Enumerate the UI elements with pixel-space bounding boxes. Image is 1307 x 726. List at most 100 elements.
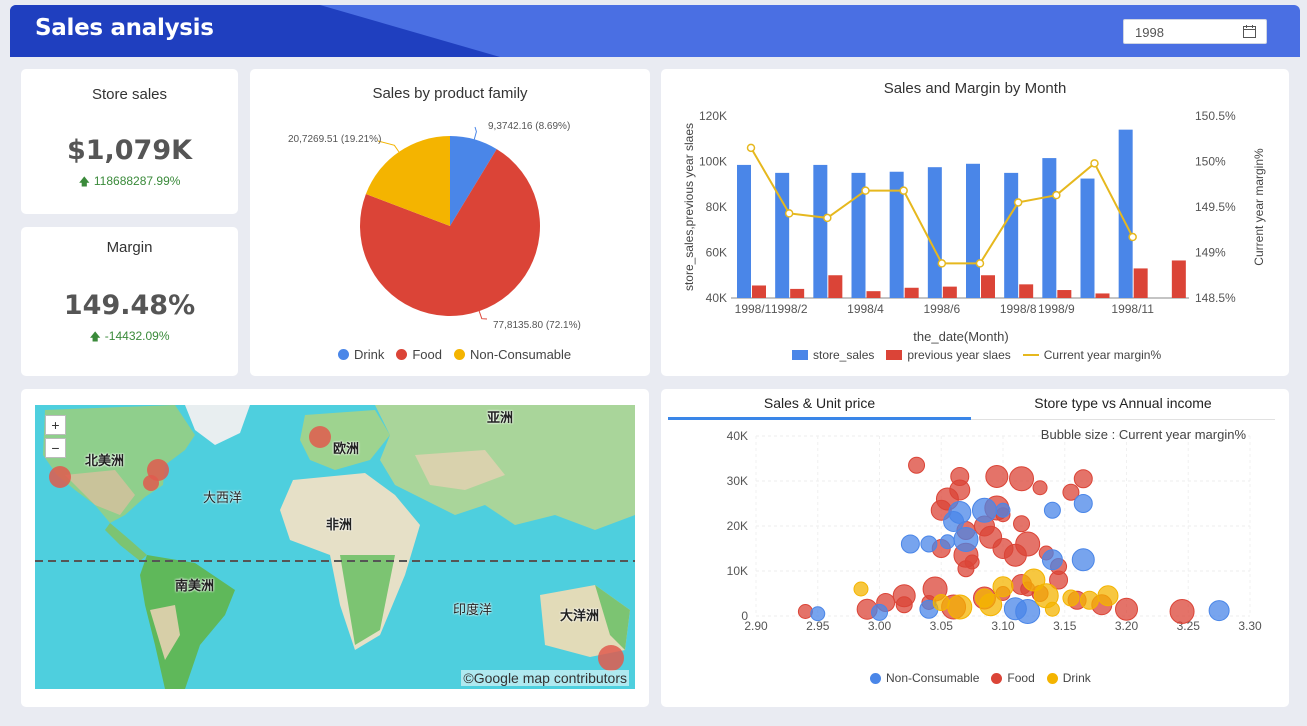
bubble-food [1015, 531, 1041, 557]
bar-previous-year [904, 287, 919, 298]
bubble-non-consumable [995, 502, 1011, 518]
legend-item-non-consumable[interactable]: Non-Consumable [870, 671, 979, 685]
x-tick-label: 1998/2 [771, 302, 808, 316]
map-credit: ©Google map contributors [461, 670, 629, 686]
bubble-non-consumable [971, 497, 997, 523]
map-marker [49, 466, 71, 488]
combo-legend: store_sales previous year slaes Current … [792, 348, 1173, 362]
scatter-tabs: Sales & Unit price Store type vs Annual … [668, 390, 1275, 420]
bubble-non-consumable [920, 535, 938, 553]
page-title: Sales analysis [35, 15, 214, 41]
bar-previous-year [942, 286, 957, 298]
bar-previous-year [1019, 284, 1034, 298]
y-tick: 40K [727, 429, 748, 443]
bubble-drink [1044, 601, 1060, 617]
year-picker[interactable]: 1998 [1123, 19, 1267, 44]
map-land [35, 405, 635, 689]
bar-store-sales [813, 164, 828, 298]
zoom-in-button[interactable]: + [45, 415, 66, 435]
map-label-africa: 非洲 [326, 518, 353, 533]
y-tick: 20K [727, 519, 748, 533]
pie-label-line [473, 126, 477, 140]
bubble-drink [1079, 590, 1099, 610]
legend-item-store-sales[interactable]: store_sales [792, 348, 874, 362]
x-tick-label: 1998/8 [1000, 302, 1037, 316]
bubble-non-consumable [810, 606, 826, 622]
legend-item-non-consumable[interactable]: Non-Consumable [453, 347, 571, 362]
tab-store-type-income[interactable]: Store type vs Annual income [1034, 395, 1212, 411]
pie-chart-card: Sales by product family 9,3742.16 (8.69%… [250, 69, 650, 376]
up-arrow-icon: 🡅 [78, 176, 90, 188]
legend-item-food[interactable]: Food [396, 347, 442, 362]
bubble-food [1032, 480, 1048, 496]
bar-previous-year [752, 285, 766, 298]
bar-previous-year [790, 288, 805, 298]
bubble-non-consumable [1073, 494, 1093, 513]
pie-chart-title: Sales by product family [372, 85, 528, 102]
pie-slice-non-consumable [365, 136, 450, 226]
bubble-drink [1097, 585, 1119, 607]
calendar-icon[interactable] [1243, 25, 1256, 38]
margin-point [1090, 159, 1099, 168]
map-label-asia: 亚洲 [487, 411, 514, 426]
world-map[interactable]: + − 亚洲 欧洲 北美洲 大西洋 非洲 南美洲 印度洋 大洋洲 ©Google… [35, 405, 635, 689]
up-arrow-icon: 🡅 [89, 331, 101, 343]
bar-previous-year [1133, 268, 1148, 298]
bubble-food [892, 584, 916, 608]
margin-point [861, 186, 870, 195]
combo-chart-card: Sales and Margin by Month 120K 100K 80K 60K… [661, 69, 1289, 376]
bubble-drink [979, 593, 1003, 617]
margin-card: Margin 149.48% 🡅 -14432.09% [21, 227, 238, 376]
legend-item-drink[interactable]: Drink [338, 347, 384, 362]
y-left-axis-title: store_sales,previous year slaes [682, 123, 696, 291]
bubble-food [1073, 469, 1093, 489]
bar-previous-year [981, 275, 995, 298]
bar-store-sales [966, 163, 980, 298]
bar-store-sales [1118, 129, 1133, 298]
tab-sales-unit-price[interactable]: Sales & Unit price [668, 390, 971, 420]
x-tick: 3.10 [991, 619, 1015, 633]
legend-item-drink[interactable]: Drink [1046, 671, 1091, 685]
combo-chart-title: Sales and Margin by Month [883, 80, 1067, 97]
bubble-non-consumable [1041, 549, 1063, 571]
bubble-non-consumable [871, 603, 888, 621]
scatter-legend: Non-Consumable Food Drink [870, 671, 1103, 685]
bar-store-sales [1042, 158, 1057, 298]
bubble-food [908, 456, 926, 474]
margin-change: 🡅 -14432.09% [21, 328, 238, 347]
x-tick-label: 1998/9 [1038, 302, 1075, 316]
margin-point [899, 186, 908, 195]
y-left-tick: 40K [706, 291, 727, 305]
legend-item-food[interactable]: Food [991, 671, 1035, 685]
zoom-out-button[interactable]: − [45, 438, 66, 458]
margin-point [823, 213, 832, 223]
pie-data-label: 77,8135.80 (72.1%) [493, 320, 581, 331]
x-tick: 3.30 [1238, 619, 1262, 633]
map-marker [143, 475, 159, 491]
bubble-food [1049, 570, 1069, 590]
y-tick: 0 [741, 609, 748, 623]
bubble-food [1013, 515, 1031, 533]
legend-item-previous-year[interactable]: previous year slaes [886, 348, 1011, 362]
x-tick: 3.00 [868, 619, 892, 633]
map-label-south-america: 南美洲 [175, 579, 215, 594]
bar-store-sales [1004, 172, 1019, 298]
map-label-europe: 欧洲 [333, 442, 360, 457]
margin-point [975, 259, 985, 268]
store-sales-value: $1,079K [66, 135, 193, 166]
bubble-non-consumable [1071, 548, 1095, 572]
y-left-tick: 120K [699, 109, 727, 123]
margin-point [1013, 198, 1023, 207]
x-tick-label: 1998/4 [847, 302, 884, 316]
pie-legend: Drink Food Non-Consumable [338, 347, 583, 362]
bubble-food [1115, 597, 1138, 621]
pie-slice-food [360, 149, 540, 317]
x-tick: 2.90 [744, 619, 768, 633]
bubble-drink [992, 576, 1014, 598]
margin-change-value: -14432.09% [104, 329, 170, 343]
margin-point [784, 209, 794, 218]
legend-item-margin[interactable]: Current year margin% [1022, 348, 1161, 362]
bubble-drink [1062, 589, 1080, 607]
y-right-tick: 149.5% [1195, 200, 1236, 214]
bar-previous-year [1057, 290, 1072, 298]
